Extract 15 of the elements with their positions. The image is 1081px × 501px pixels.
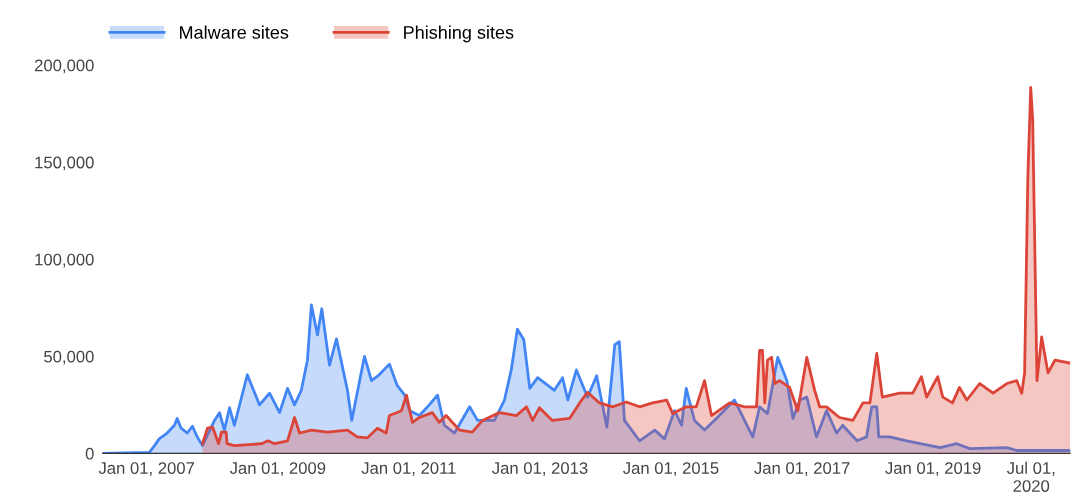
- x-tick-label: Jan 01, 2009: [229, 462, 326, 476]
- y-tick-label: 50,000: [44, 350, 94, 365]
- y-tick-label: 200,000: [34, 59, 94, 74]
- y-tick-label: 150,000: [35, 156, 94, 171]
- x-tick-label: Jan 01, 2007: [98, 462, 195, 476]
- y-tick-label: 0: [85, 447, 94, 460]
- x-tick-label: Jan 01, 2015: [623, 462, 719, 476]
- y-tick-label: 100,000: [35, 253, 94, 268]
- legend-label: Phishing sites: [404, 25, 514, 43]
- x-tick-label: Jan 01, 2017: [754, 462, 850, 476]
- legend-label: Malware sites: [180, 25, 289, 39]
- x-tick-label: Jan 01, 2011: [361, 462, 456, 476]
- x-tick-label: Jan 01, 2013: [492, 462, 588, 476]
- x-tick-label: Jan 01, 2019: [885, 462, 981, 476]
- x-tick-label: Jul 01, 2020: [1006, 461, 1055, 492]
